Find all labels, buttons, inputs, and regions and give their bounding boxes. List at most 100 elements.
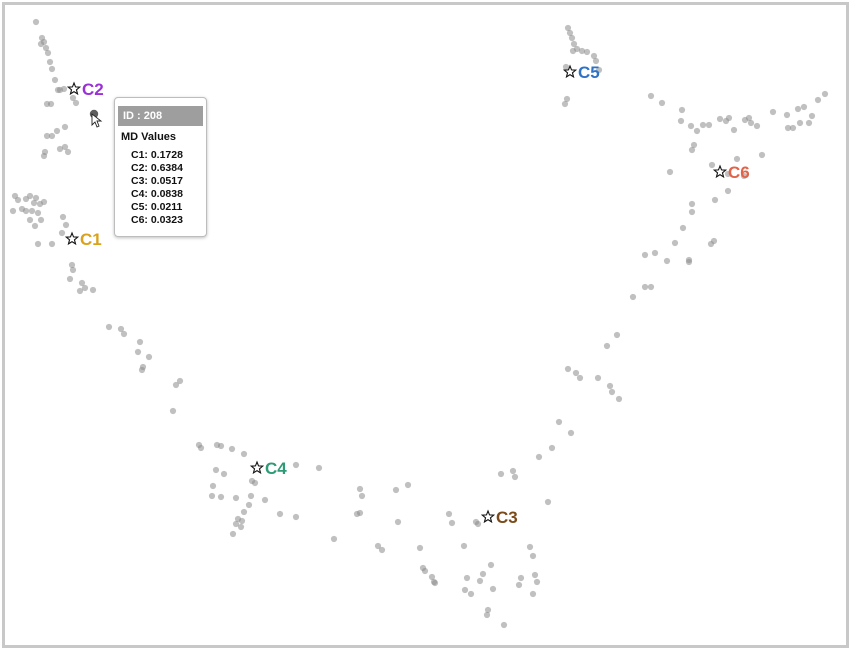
- data-point[interactable]: [53, 127, 61, 135]
- data-point[interactable]: [563, 95, 571, 103]
- data-point[interactable]: [197, 444, 205, 452]
- data-point[interactable]: [758, 151, 766, 159]
- data-point[interactable]: [497, 470, 505, 478]
- data-point[interactable]: [564, 365, 572, 373]
- data-point[interactable]: [594, 374, 602, 382]
- data-point[interactable]: [693, 127, 701, 135]
- data-point[interactable]: [461, 586, 469, 594]
- data-point[interactable]: [463, 574, 471, 582]
- data-point[interactable]: [590, 52, 598, 60]
- data-point[interactable]: [419, 564, 427, 572]
- data-point[interactable]: [745, 114, 753, 122]
- data-point[interactable]: [374, 542, 382, 550]
- data-point[interactable]: [467, 590, 475, 598]
- data-point[interactable]: [26, 216, 34, 224]
- data-point[interactable]: [37, 216, 45, 224]
- data-point[interactable]: [489, 585, 497, 593]
- data-point[interactable]: [629, 293, 637, 301]
- data-point[interactable]: [789, 124, 797, 132]
- data-point[interactable]: [705, 121, 713, 129]
- data-point[interactable]: [784, 124, 792, 132]
- data-point[interactable]: [404, 481, 412, 489]
- data-point[interactable]: [28, 207, 36, 215]
- data-point[interactable]: [570, 40, 578, 48]
- data-point[interactable]: [800, 103, 808, 111]
- centroid-star-icon[interactable]: [712, 164, 728, 179]
- centroid-star-icon[interactable]: [66, 81, 82, 96]
- data-point[interactable]: [572, 369, 580, 377]
- data-point[interactable]: [172, 381, 180, 389]
- data-point[interactable]: [30, 199, 38, 207]
- data-point[interactable]: [474, 520, 482, 528]
- data-point[interactable]: [217, 493, 225, 501]
- data-point[interactable]: [315, 464, 323, 472]
- data-point[interactable]: [78, 279, 86, 287]
- data-point[interactable]: [794, 105, 802, 113]
- data-point[interactable]: [544, 498, 552, 506]
- data-point[interactable]: [292, 461, 300, 469]
- data-point[interactable]: [238, 517, 246, 525]
- data-point[interactable]: [378, 546, 386, 554]
- data-point[interactable]: [821, 90, 829, 98]
- data-point[interactable]: [34, 240, 42, 248]
- data-point[interactable]: [51, 76, 59, 84]
- data-point[interactable]: [740, 172, 748, 180]
- data-point[interactable]: [445, 510, 453, 518]
- data-point[interactable]: [228, 445, 236, 453]
- data-point[interactable]: [479, 570, 487, 578]
- data-point[interactable]: [805, 119, 813, 127]
- data-point[interactable]: [500, 621, 508, 629]
- data-point[interactable]: [647, 283, 655, 291]
- data-point[interactable]: [43, 132, 51, 140]
- data-point[interactable]: [733, 155, 741, 163]
- data-point[interactable]: [145, 353, 153, 361]
- data-point[interactable]: [687, 122, 695, 130]
- data-point[interactable]: [431, 579, 439, 587]
- data-point[interactable]: [685, 258, 693, 266]
- data-point[interactable]: [59, 213, 67, 221]
- data-point[interactable]: [509, 467, 517, 475]
- data-point[interactable]: [548, 444, 556, 452]
- data-point[interactable]: [730, 126, 738, 134]
- data-point[interactable]: [808, 112, 816, 120]
- data-point[interactable]: [105, 323, 113, 331]
- data-point[interactable]: [138, 366, 146, 374]
- data-point[interactable]: [606, 382, 614, 390]
- data-point[interactable]: [46, 58, 54, 66]
- data-point[interactable]: [69, 94, 77, 102]
- data-point[interactable]: [725, 114, 733, 122]
- data-point[interactable]: [711, 196, 719, 204]
- data-point[interactable]: [747, 119, 755, 127]
- data-point[interactable]: [690, 141, 698, 149]
- data-point[interactable]: [448, 519, 456, 527]
- data-point[interactable]: [32, 18, 40, 26]
- data-point[interactable]: [61, 123, 69, 131]
- data-point[interactable]: [688, 146, 696, 154]
- data-point[interactable]: [555, 418, 563, 426]
- data-point[interactable]: [62, 221, 70, 229]
- data-point[interactable]: [688, 200, 696, 208]
- data-point[interactable]: [240, 508, 248, 516]
- data-point[interactable]: [658, 99, 666, 107]
- data-point[interactable]: [14, 196, 22, 204]
- data-point[interactable]: [663, 257, 671, 265]
- data-point[interactable]: [56, 145, 64, 153]
- data-point[interactable]: [615, 395, 623, 403]
- data-point[interactable]: [394, 518, 402, 526]
- data-point[interactable]: [651, 249, 659, 257]
- data-point[interactable]: [34, 209, 42, 217]
- data-point[interactable]: [43, 100, 51, 108]
- data-point[interactable]: [232, 494, 240, 502]
- centroid-star-icon[interactable]: [64, 231, 80, 246]
- data-point[interactable]: [40, 152, 48, 160]
- data-point[interactable]: [37, 40, 45, 48]
- data-point[interactable]: [44, 49, 52, 57]
- data-point[interactable]: [176, 377, 184, 385]
- data-point[interactable]: [566, 29, 574, 37]
- data-point[interactable]: [208, 492, 216, 500]
- data-point[interactable]: [134, 348, 142, 356]
- data-point[interactable]: [245, 501, 253, 509]
- data-point[interactable]: [232, 520, 240, 528]
- data-point[interactable]: [562, 63, 570, 71]
- data-point[interactable]: [641, 283, 649, 291]
